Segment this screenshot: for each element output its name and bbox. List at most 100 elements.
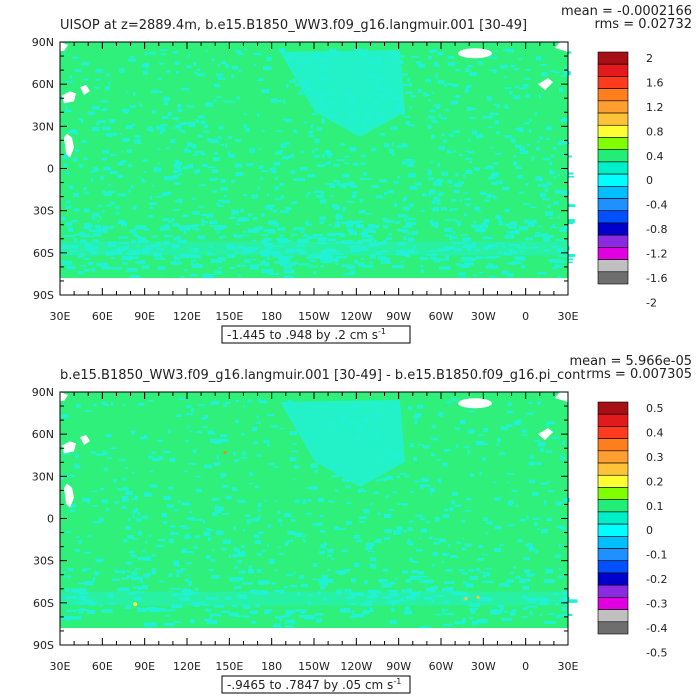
- colorbar-swatch: [597, 536, 629, 549]
- anomaly-dot: [223, 450, 227, 454]
- colorbar-swatch: [597, 438, 629, 452]
- range-label: -.9465 to .7847 by .05 cm s-1: [227, 677, 401, 692]
- colorbar-swatch: [597, 63, 629, 77]
- colorbar-label: -0.1: [646, 549, 667, 562]
- x-tick-label: 90W: [386, 660, 411, 673]
- y-tick-label: 30S: [33, 555, 54, 568]
- land: [538, 428, 553, 441]
- x-tick-label: 180: [261, 310, 282, 323]
- land: [62, 441, 76, 454]
- colorbar-label: 0: [646, 524, 653, 537]
- x-tick-label: 30E: [558, 310, 579, 323]
- x-tick-label: 90W: [386, 310, 411, 323]
- land: [64, 483, 74, 508]
- colorbar-swatch: [597, 124, 629, 138]
- y-tick-label: 0: [47, 513, 54, 526]
- range-label-unit-exponent: -1: [378, 327, 386, 336]
- x-tick-label: 30E: [558, 660, 579, 673]
- colorbar-swatch: [597, 247, 629, 260]
- colorbar-swatch: [597, 222, 629, 236]
- colorbar-swatch: [597, 173, 629, 187]
- colorbar-swatch: [597, 112, 629, 126]
- x-tick-label: 30E: [50, 310, 71, 323]
- colorbar-swatch: [597, 487, 629, 500]
- cyan-patch: [280, 50, 405, 137]
- x-tick-label: 0: [522, 310, 529, 323]
- y-tick-label: 30N: [32, 120, 54, 133]
- anomaly-dot: [133, 602, 137, 607]
- x-tick-label: 150W: [298, 310, 330, 323]
- colorbar-label: -0.3: [646, 598, 667, 611]
- x-tick-label: 60W: [429, 660, 454, 673]
- range-label-box: [221, 325, 411, 344]
- colorbar-swatch: [597, 186, 629, 199]
- colorbar-label: 0.4: [646, 150, 664, 163]
- range-label-text: -1.445 to .948 by .2 cm s: [227, 328, 378, 342]
- greenland-land: [458, 398, 492, 409]
- colorbar-swatch: [597, 523, 629, 537]
- colorbar-label: -0.5: [646, 646, 667, 659]
- greenland-land: [458, 48, 492, 59]
- chart-title: b.e15.B1850_WW3.f09_g16.langmuir.001 [30…: [60, 368, 585, 383]
- colorbar-swatch: [597, 597, 629, 610]
- southern-band: [60, 241, 568, 256]
- panel-1: 90N 60N 30N 0 30S 60S 90S 30E 60E 90E 120E 150E 180 1…: [32, 4, 692, 344]
- y-tick-label: 60N: [32, 78, 54, 91]
- land: [555, 42, 568, 52]
- land: [80, 84, 90, 95]
- range-label: -1.445 to .948 by .2 cm s-1: [227, 327, 386, 342]
- land: [60, 392, 68, 401]
- land: [538, 78, 553, 91]
- range-label-unit-exponent: -1: [393, 677, 401, 686]
- colorbar-swatch: [597, 234, 629, 248]
- colorbar-swatch: [597, 511, 629, 525]
- range-label-text: -.9465 to .7847 by .05 cm s: [227, 678, 393, 692]
- land: [64, 133, 74, 158]
- colorbar-label: -1.6: [646, 272, 667, 285]
- colorbar-swatch: [597, 499, 629, 513]
- y-tick-label: 60S: [33, 597, 54, 610]
- land: [555, 392, 568, 402]
- colorbar-swatch: [597, 137, 629, 150]
- colorbar-swatch: [597, 609, 629, 623]
- y-tick-label: 90S: [33, 289, 54, 302]
- colorbar-swatch: [597, 572, 629, 586]
- y-tick-label: 90N: [32, 36, 54, 49]
- panel-2: 90N 60N 30N 0 30S 60S 90S 30E 60E 90E 120E 150E 180 1…: [32, 354, 692, 694]
- field-pattern: [60, 48, 576, 282]
- y-tick-label: 0: [47, 163, 54, 176]
- colorbar-label: 0.3: [646, 451, 664, 464]
- x-tick-label: 0: [522, 660, 529, 673]
- mean-label: mean = 5.966e-05: [570, 354, 692, 369]
- colorbar: 0.5 0.4 0.3 0.2 0.1 0 -0.1 -0.2 -0.3 -0.4 -0.5: [597, 401, 667, 659]
- x-tick-label: 90E: [134, 660, 155, 673]
- x-tick-label: 90E: [134, 310, 155, 323]
- colorbar-swatch: [597, 584, 629, 598]
- x-tick-label: 60E: [92, 660, 113, 673]
- colorbar-swatch: [597, 548, 629, 562]
- y-tick-label: 90S: [33, 639, 54, 652]
- x-tick-label: 150E: [215, 310, 243, 323]
- colorbar-label: -2: [646, 296, 657, 309]
- colorbar-label: -0.2: [646, 573, 667, 586]
- colorbar-swatch: [597, 413, 629, 427]
- colorbar-swatch: [597, 560, 629, 574]
- colorbar-swatch: [597, 210, 629, 224]
- colorbar-swatch: [597, 271, 629, 285]
- colorbar-swatch: [597, 450, 629, 464]
- colorbar-label: 1.6: [646, 77, 664, 90]
- colorbar-swatch: [597, 474, 629, 488]
- x-tick-label: 60W: [429, 310, 454, 323]
- colorbar-label: 0.5: [646, 402, 664, 415]
- y-tick-label: 30N: [32, 470, 54, 483]
- mean-label: mean = -0.0002166: [561, 4, 692, 19]
- x-tick-label: 30W: [471, 310, 496, 323]
- cyan-patch: [280, 400, 405, 487]
- x-tick-label: 150E: [215, 660, 243, 673]
- land: [60, 42, 68, 51]
- y-tick-label: 60S: [33, 247, 54, 260]
- colorbar-label: 1.2: [646, 101, 664, 114]
- x-tick-label: 120E: [173, 310, 201, 323]
- colorbar-swatch: [597, 76, 629, 89]
